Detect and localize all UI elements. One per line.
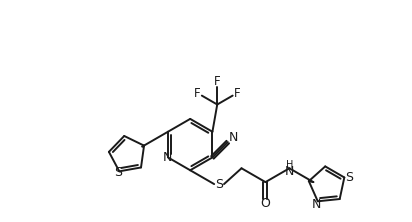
Text: F: F <box>194 87 200 100</box>
Text: S: S <box>114 166 122 179</box>
Text: N: N <box>285 165 294 178</box>
Text: F: F <box>214 75 220 88</box>
Text: S: S <box>215 178 223 190</box>
Text: O: O <box>260 197 270 210</box>
Text: H: H <box>286 160 293 170</box>
Text: S: S <box>345 171 353 184</box>
Text: N: N <box>229 131 239 144</box>
Text: F: F <box>234 87 241 100</box>
Text: N: N <box>162 151 172 164</box>
Text: N: N <box>312 198 321 211</box>
